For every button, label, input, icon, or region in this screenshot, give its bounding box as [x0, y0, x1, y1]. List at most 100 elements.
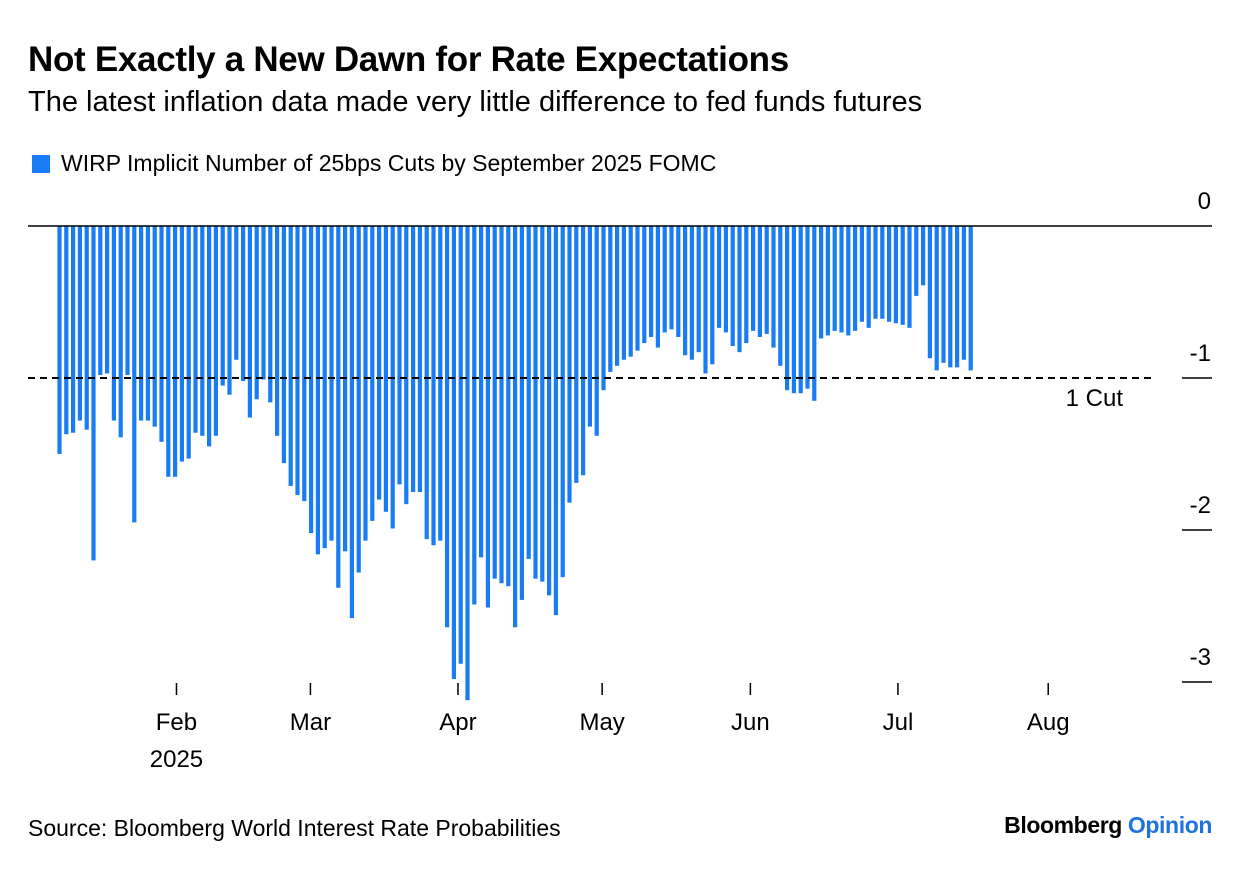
bar: [417, 226, 422, 492]
bar: [907, 226, 912, 328]
bar: [315, 226, 320, 555]
bar: [275, 226, 280, 436]
bar: [771, 226, 776, 348]
bar: [689, 226, 694, 360]
bar: [655, 226, 660, 348]
bar: [139, 226, 144, 421]
bars-group: [57, 226, 973, 701]
bar: [125, 226, 130, 375]
bar: [581, 226, 586, 476]
bar: [839, 226, 844, 333]
bar: [179, 226, 184, 462]
bar: [812, 226, 817, 401]
bar: [934, 226, 939, 371]
bar: [873, 226, 878, 319]
bar: [642, 226, 647, 344]
bar: [825, 226, 830, 336]
bar: [941, 226, 946, 363]
bar: [751, 226, 756, 331]
brand-product: Opinion: [1127, 812, 1212, 838]
bar: [349, 226, 354, 619]
bar: [846, 226, 851, 336]
x-axis: Feb Mar Apr May Jun Jul Aug 2025: [150, 683, 1070, 773]
bar: [132, 226, 137, 523]
x-tick-label: Feb: [156, 709, 197, 736]
bar: [268, 226, 273, 403]
bar: [404, 226, 409, 505]
bar: [574, 226, 579, 483]
bar: [241, 226, 246, 382]
bar: [621, 226, 626, 360]
bar: [635, 226, 640, 351]
bar: [166, 226, 171, 477]
bar: [383, 226, 388, 512]
y-tick-label: -3: [1190, 644, 1211, 671]
bar: [159, 226, 164, 442]
bar: [200, 226, 205, 436]
bar: [955, 226, 960, 368]
bar: [791, 226, 796, 394]
bar: [533, 226, 538, 579]
bar: [778, 226, 783, 366]
x-tick-label: Aug: [1027, 709, 1070, 736]
bar: [424, 226, 429, 540]
legend: WIRP Implicit Number of 25bps Cuts by Se…: [32, 150, 716, 177]
bar: [186, 226, 191, 459]
bar: [798, 226, 803, 394]
bar: [234, 226, 239, 360]
bar: [411, 226, 416, 492]
bar: [560, 226, 565, 578]
bar: [152, 226, 157, 427]
bar: [893, 226, 898, 324]
bar: [615, 226, 620, 366]
bar: [764, 226, 769, 334]
bar: [356, 226, 361, 573]
bar: [805, 226, 810, 389]
brand-logo: Bloomberg Opinion: [1004, 812, 1212, 839]
x-tick-label: May: [579, 709, 624, 736]
bar: [853, 226, 858, 331]
bar: [506, 226, 511, 587]
bar: [295, 226, 300, 496]
bar: [819, 226, 824, 339]
bar: [683, 226, 688, 356]
bar: [173, 226, 178, 477]
bar: [247, 226, 252, 418]
bar: [98, 226, 103, 375]
bar: [649, 226, 654, 337]
bar: [968, 226, 973, 371]
bar: [961, 226, 966, 360]
bar: [77, 226, 82, 421]
bar: [744, 226, 749, 344]
x-tick-label: Mar: [290, 709, 331, 736]
bar: [71, 226, 76, 433]
bar: [526, 226, 531, 559]
chart-subtitle: The latest inflation data made very litt…: [28, 86, 923, 118]
bar: [193, 226, 198, 433]
y-tick-label: 0: [1198, 188, 1211, 215]
bar: [485, 226, 490, 608]
bar: [397, 226, 402, 485]
bar: [64, 226, 69, 435]
legend-label: WIRP Implicit Number of 25bps Cuts by Se…: [61, 150, 717, 176]
legend-swatch: [32, 154, 50, 173]
bar: [438, 226, 443, 541]
bar: [513, 226, 518, 628]
x-tick-label: Jul: [883, 709, 914, 736]
bar: [594, 226, 599, 436]
bar: [703, 226, 708, 374]
bar: [785, 226, 790, 391]
bar: [363, 226, 368, 541]
source-note: Source: Bloomberg World Interest Rate Pr…: [28, 815, 561, 841]
brand-name: Bloomberg: [1004, 812, 1122, 838]
bar: [866, 226, 871, 328]
bar: [710, 226, 715, 365]
bar: [553, 226, 558, 616]
bar: [587, 226, 592, 427]
bar: [832, 226, 837, 331]
bar: [914, 226, 919, 296]
bar: [859, 226, 864, 322]
bar: [492, 226, 497, 579]
bar: [451, 226, 456, 679]
bar: [662, 226, 667, 333]
